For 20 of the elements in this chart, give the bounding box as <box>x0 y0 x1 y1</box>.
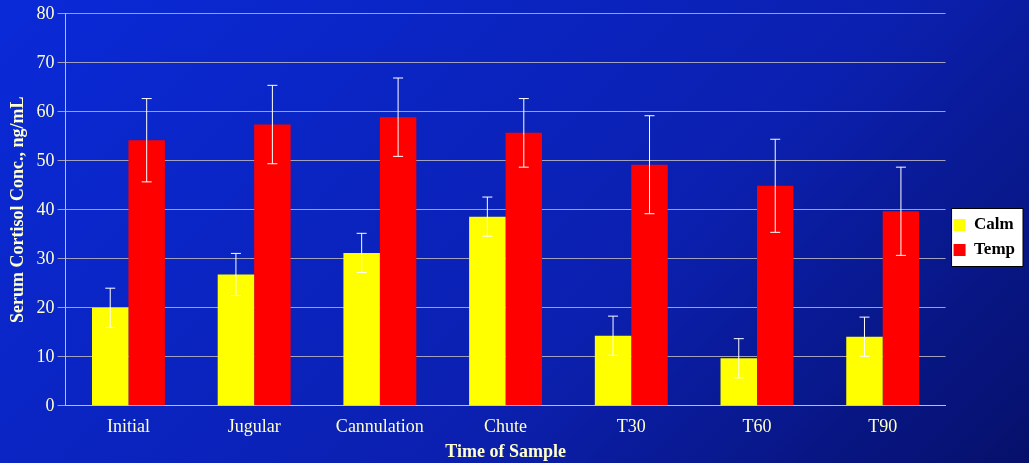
legend-label: Temp <box>974 239 1016 259</box>
y-tick-label: 0 <box>45 394 55 415</box>
x-tick-label: Initial <box>106 416 150 437</box>
x-tick-label: T60 <box>742 416 772 437</box>
x-tick-label: Cannulation <box>335 416 424 437</box>
x-tick-label: Jugular <box>227 416 281 437</box>
x-axis-title: Time of Sample <box>445 440 566 461</box>
y-tick-label: 20 <box>36 296 55 317</box>
y-tick-label: 50 <box>36 149 55 170</box>
legend-label: Calm <box>974 214 1014 234</box>
y-tick-label: 40 <box>36 198 55 219</box>
y-tick-label: 30 <box>36 247 55 268</box>
x-tick-label: T90 <box>868 416 898 437</box>
y-tick-label: 80 <box>36 2 55 23</box>
y-axis-title: Serum Cortisol Conc., ng/mL <box>7 96 28 324</box>
x-tick-label: Chute <box>484 416 528 437</box>
y-tick-label: 60 <box>36 100 55 121</box>
x-tick-label: T30 <box>616 416 646 437</box>
y-tick-label: 10 <box>36 345 55 366</box>
y-tick-label: 70 <box>36 51 55 72</box>
